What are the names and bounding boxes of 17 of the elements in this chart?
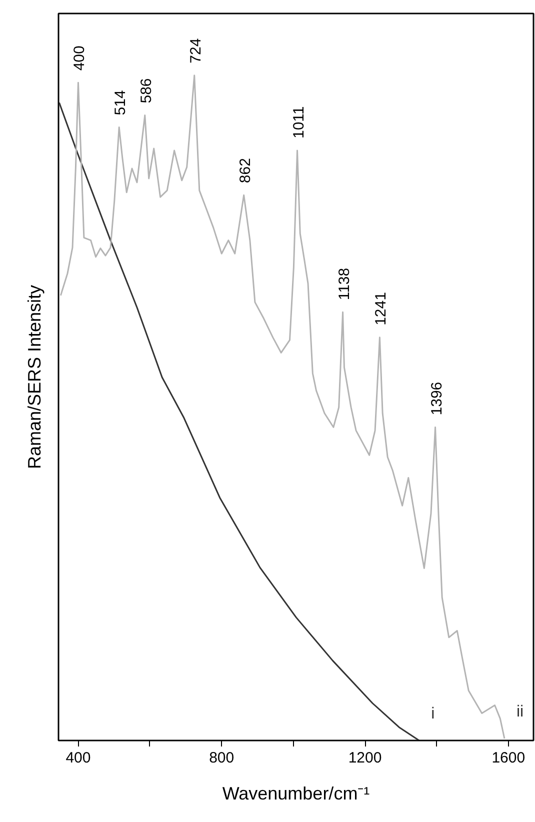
annotation: 1138	[336, 268, 353, 300]
y-axis-title: Raman/SERS Intensity	[24, 284, 44, 470]
annotation: 1241	[372, 292, 390, 326]
annotation: 514	[112, 90, 130, 116]
series-label: i	[431, 706, 435, 722]
x-tick-label: 1600	[492, 750, 526, 766]
x-tick-label: 400	[66, 750, 91, 766]
annotation: 724	[187, 38, 204, 64]
annotation: 1396	[428, 382, 446, 416]
annotation: 400	[71, 46, 88, 71]
annotation: 586	[138, 78, 155, 104]
x-tick-label: 800	[209, 750, 234, 766]
annotation: 1011	[290, 106, 308, 139]
x-axis-title: Wavenumber/cm⁻¹	[222, 784, 370, 804]
series-label: ii	[516, 704, 524, 721]
annotation: 862	[236, 158, 254, 184]
x-tick-label: 1200	[348, 750, 382, 766]
